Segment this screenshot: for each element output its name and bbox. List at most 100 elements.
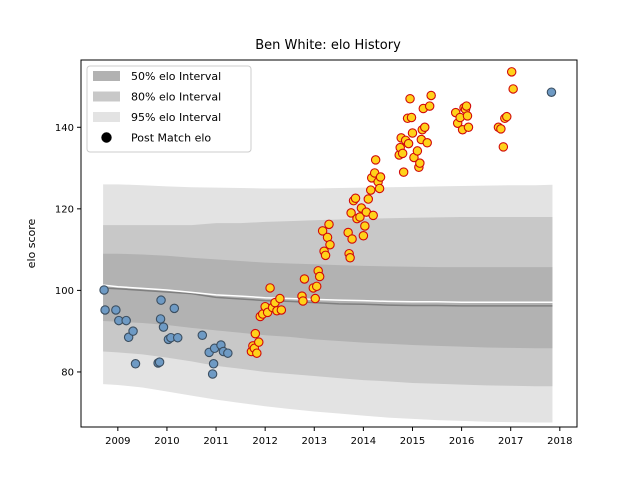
data-point: [298, 296, 308, 306]
x-tick-label: 2017: [498, 436, 523, 447]
data-point: [347, 234, 357, 244]
x-tick-label: 2016: [449, 436, 474, 447]
data-point: [397, 148, 408, 159]
data-point: [368, 210, 378, 221]
data-point: [403, 138, 414, 149]
post-match-points: [99, 67, 557, 379]
data-point: [412, 146, 423, 156]
data-point: [420, 122, 430, 133]
y-tick-label: 80: [61, 367, 74, 378]
legend-swatch: [93, 71, 120, 81]
data-point: [546, 87, 557, 97]
data-point: [355, 212, 365, 222]
data-point: [422, 138, 432, 148]
data-point: [498, 142, 509, 152]
mean-line: [103, 284, 553, 303]
data-point: [406, 112, 417, 123]
x-tick-label: 2010: [154, 436, 179, 447]
data-point: [375, 172, 386, 182]
legend-box: [86, 65, 252, 153]
data-point: [156, 295, 166, 305]
data-point: [463, 122, 474, 133]
center-lines: [103, 284, 553, 307]
data-point: [207, 369, 218, 379]
data-point: [172, 332, 183, 343]
data-point: [407, 128, 418, 138]
data-point: [111, 305, 121, 315]
data-point: [158, 322, 169, 332]
plot-frame: [80, 59, 578, 428]
data-point: [128, 326, 138, 336]
data-point: [426, 90, 436, 101]
y-axis-label: elo score: [25, 218, 38, 268]
data-point: [314, 271, 325, 282]
legend-label: 50% elo Interval: [131, 70, 221, 83]
x-tick-label: 2015: [400, 436, 425, 447]
data-point: [370, 155, 381, 165]
data-point: [358, 231, 369, 241]
legend-label: Post Match elo: [131, 132, 211, 145]
x-tick-label: 2009: [105, 436, 130, 447]
y-tick-label: 100: [55, 286, 74, 297]
y-tick-label: 140: [55, 123, 74, 134]
data-point: [424, 101, 435, 111]
data-point: [254, 337, 264, 347]
data-point: [496, 124, 506, 134]
x-tick-label: 2012: [252, 436, 277, 447]
data-point: [275, 293, 285, 304]
data-point: [462, 111, 473, 121]
x-tick-label: 2013: [302, 436, 327, 447]
data-point: [365, 185, 376, 195]
data-point: [324, 219, 334, 230]
data-point: [415, 158, 425, 168]
x-tick-label: 2011: [203, 436, 228, 447]
legend-label: 95% elo Interval: [131, 111, 221, 124]
chart-title: Ben White: elo History: [255, 38, 401, 53]
data-point: [197, 330, 208, 340]
data-point: [506, 67, 517, 77]
plot-area: [99, 67, 557, 423]
data-point: [345, 253, 355, 263]
data-point: [310, 293, 320, 304]
data-point: [317, 226, 328, 236]
data-point: [360, 221, 370, 231]
data-point: [374, 183, 385, 194]
data-point: [405, 93, 415, 104]
data-point: [276, 305, 287, 315]
data-point: [130, 359, 141, 369]
data-point: [363, 194, 374, 204]
data-point: [508, 84, 518, 94]
data-point: [325, 239, 335, 250]
data-point: [100, 305, 110, 315]
data-point: [461, 101, 472, 111]
data-point: [208, 359, 219, 369]
data-point: [154, 357, 165, 367]
data-point: [398, 167, 409, 177]
data-point: [155, 314, 166, 324]
data-point: [169, 303, 180, 314]
data-point: [311, 281, 322, 292]
data-point: [346, 208, 356, 218]
data-point: [250, 328, 261, 339]
legend-swatch: [93, 91, 120, 102]
data-point: [320, 250, 331, 261]
legend: 50% elo Interval 80% elo Interval 95% elo …: [86, 65, 252, 153]
x-tick-label: 2014: [351, 436, 376, 447]
data-point: [223, 348, 233, 358]
legend-marker: [101, 132, 112, 143]
legend-label: 80% elo Interval: [131, 91, 221, 104]
data-point: [502, 111, 512, 122]
x-axis: 2009 2010 2011 2012 2013 2014 2015 2016 2017 2018: [105, 427, 573, 447]
median-line: [103, 287, 553, 307]
x-tick-label: 2018: [547, 436, 572, 447]
data-point: [252, 348, 262, 358]
y-axis: 80 100 120 140: [55, 123, 81, 378]
data-point: [265, 283, 275, 293]
legend-swatch: [93, 112, 120, 122]
data-point: [121, 315, 131, 326]
data-point: [299, 274, 310, 284]
data-point: [99, 285, 109, 295]
data-point: [350, 193, 361, 203]
y-tick-label: 120: [55, 204, 74, 215]
